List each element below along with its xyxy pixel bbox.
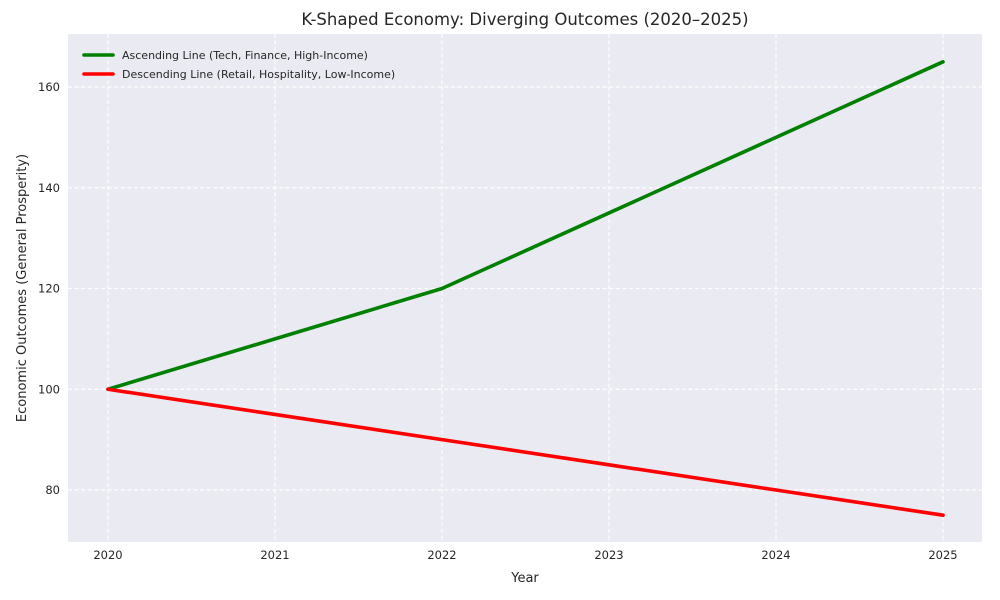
legend: Ascending Line (Tech, Finance, High-Inco… bbox=[82, 49, 395, 81]
y-tick-label: 100 bbox=[38, 382, 60, 396]
x-tick-label: 2025 bbox=[928, 548, 957, 562]
series-lines bbox=[106, 60, 945, 517]
x-tick-label: 2022 bbox=[427, 548, 456, 562]
legend-label-ascending: Ascending Line (Tech, Finance, High-Inco… bbox=[122, 49, 368, 62]
y-tick-label: 140 bbox=[38, 181, 60, 195]
series-line-ascending bbox=[106, 60, 945, 392]
y-axis-ticks: 80 100 120 140 160 bbox=[38, 80, 60, 497]
x-axis-ticks: 2020 2021 2022 2023 2024 2025 bbox=[93, 548, 957, 562]
y-tick-label: 120 bbox=[38, 282, 60, 296]
x-tick-label: 2024 bbox=[761, 548, 790, 562]
x-tick-label: 2020 bbox=[93, 548, 122, 562]
legend-label-descending: Descending Line (Retail, Hospitality, Lo… bbox=[122, 68, 395, 81]
y-axis-label: Economic Outcomes (General Prosperity) bbox=[15, 154, 30, 422]
x-tick-label: 2023 bbox=[594, 548, 623, 562]
x-axis-label: Year bbox=[510, 571, 539, 586]
y-tick-label: 80 bbox=[45, 483, 60, 497]
y-tick-label: 160 bbox=[38, 80, 60, 94]
x-tick-label: 2021 bbox=[260, 548, 289, 562]
series-line-descending bbox=[106, 387, 945, 517]
chart-title: K-Shaped Economy: Diverging Outcomes (20… bbox=[301, 10, 748, 29]
